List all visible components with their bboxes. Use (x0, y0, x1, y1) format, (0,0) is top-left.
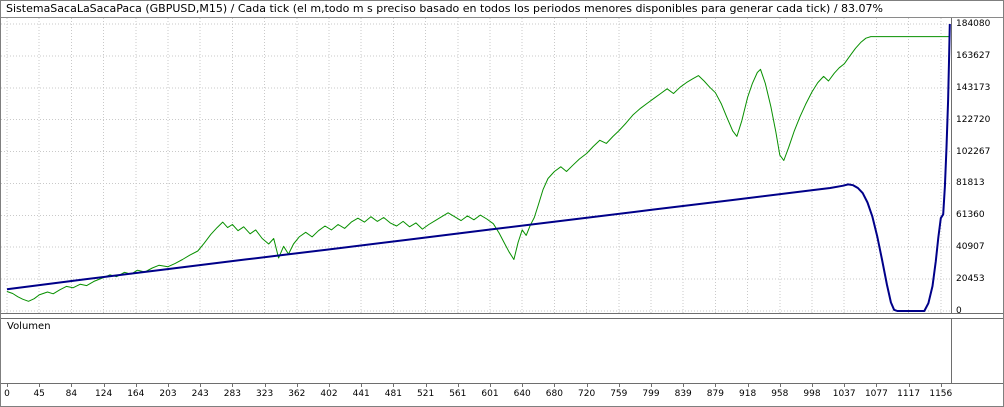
x-axis-label: 759 (610, 389, 628, 399)
pane-splitter[interactable] (1, 314, 1003, 318)
x-axis-tick (393, 384, 395, 387)
x-axis-tick (618, 384, 620, 387)
x-axis-tick (232, 384, 234, 387)
x-axis-tick (844, 384, 846, 387)
x-axis-tick (779, 384, 781, 387)
x-axis-tick (200, 384, 202, 387)
x-axis-tick (103, 384, 105, 387)
x-axis-label: 1077 (864, 389, 888, 399)
plot-area[interactable] (1, 18, 951, 313)
x-axis-label: 998 (803, 389, 821, 399)
x-axis-label: 402 (320, 389, 338, 399)
x-axis-tick (876, 384, 878, 387)
x-axis-label: 958 (771, 389, 789, 399)
balance-blue-line (6, 23, 951, 312)
y-axis-label: 0 (956, 306, 962, 316)
x-axis-label: 283 (223, 389, 241, 399)
x-axis-label: 1156 (929, 389, 953, 399)
x-axis-tick (490, 384, 491, 387)
x-axis-label: 1117 (897, 389, 921, 399)
y-axis-label: 143173 (956, 82, 991, 93)
x-axis-tick (39, 384, 41, 387)
x-axis-label: 640 (513, 389, 531, 399)
y-axis-label: 61360 (956, 210, 985, 221)
x-axis-label: 879 (706, 389, 724, 399)
y-axis-label: 163627 (956, 50, 991, 61)
x-axis-tick (940, 384, 942, 387)
x-axis-tick (264, 384, 266, 387)
y-axis-label: 20453 (956, 274, 985, 285)
x-axis-label: 561 (449, 389, 467, 399)
x-axis-tick (425, 384, 427, 387)
x-axis-label: 164 (127, 389, 145, 399)
x-axis-label: 441 (352, 389, 370, 399)
x-axis-tick (7, 384, 8, 387)
x-axis-label: 521 (417, 389, 435, 399)
x-axis-tick (522, 384, 524, 387)
x-axis-label: 84 (65, 389, 78, 399)
equity-green-line (6, 36, 950, 302)
x-axis-tick (361, 384, 363, 387)
x-axis-tick (908, 384, 910, 387)
x-axis-tick (168, 384, 169, 387)
x-axis-label: 203 (159, 389, 177, 399)
report-title: SistemaSacaLaSacaPaca (GBPUSD,M15) / Cad… (1, 1, 1003, 18)
x-axis: 0 45 84 124 164 203 243 283 323 362 402 441 481 521 56… (1, 384, 1003, 406)
x-axis-tick (135, 384, 137, 387)
x-axis-tick (457, 384, 459, 387)
x-axis-label: 243 (191, 389, 209, 399)
y-axis-label: 122720 (956, 114, 991, 125)
x-axis-tick (329, 384, 330, 387)
x-axis-tick (747, 384, 749, 387)
x-axis-label: 481 (384, 389, 402, 399)
x-axis-label: 720 (578, 389, 596, 399)
x-axis-tick (812, 384, 813, 387)
y-axis-label: 81813 (956, 178, 985, 189)
chart-panel: 184080 163627 143173 122720 102267 81813 61360… (1, 18, 1003, 316)
x-axis-tick (71, 384, 73, 387)
volume-plot: Volumen (1, 319, 951, 383)
x-axis-label: 45 (33, 389, 45, 399)
x-axis-label: 799 (642, 389, 660, 399)
x-axis-tick (651, 384, 652, 387)
x-axis-label: 839 (674, 389, 692, 399)
x-axis-tick (715, 384, 717, 387)
x-axis-label: 601 (481, 389, 499, 399)
x-axis-label: 124 (95, 389, 113, 399)
y-axis-label: 184080 (956, 19, 991, 29)
x-axis-tick (683, 384, 685, 387)
x-axis-label: 0 (4, 389, 10, 399)
volume-panel-label: Volumen (7, 321, 51, 332)
x-axis-label: 323 (256, 389, 274, 399)
x-axis-label: 918 (739, 389, 757, 399)
x-axis-label: 1037 (832, 389, 856, 399)
plot-canvas[interactable] (1, 18, 951, 313)
x-axis-tick (586, 384, 588, 387)
x-axis-tick (554, 384, 556, 387)
x-axis-tick (296, 384, 298, 387)
volume-y-axis (951, 319, 1003, 383)
x-axis-label: 362 (288, 389, 306, 399)
y-axis-label: 102267 (956, 146, 991, 157)
x-axis-label: 680 (545, 389, 563, 399)
y-axis: 184080 163627 143173 122720 102267 81813 61360… (951, 18, 1003, 316)
volume-panel: Volumen (1, 318, 1003, 384)
y-axis-label: 40907 (956, 242, 985, 253)
